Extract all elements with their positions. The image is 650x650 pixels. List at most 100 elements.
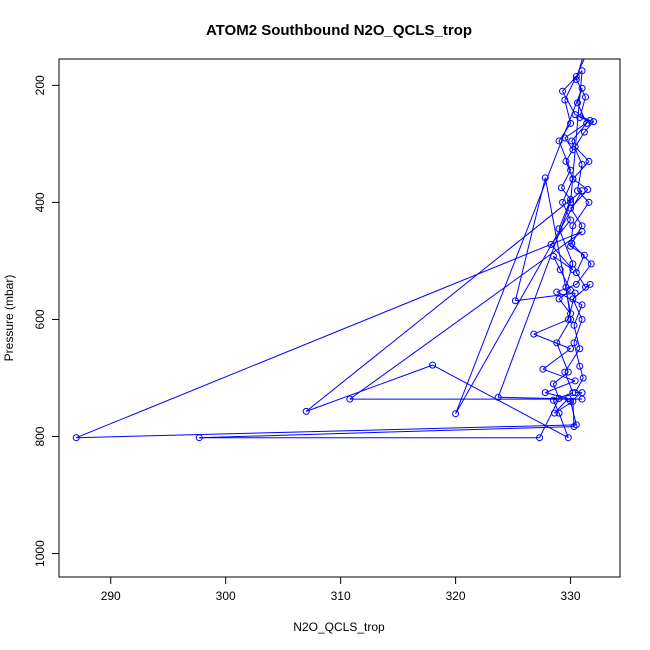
series-segment	[542, 348, 571, 370]
series-segment	[562, 90, 576, 115]
y-axis-label: Pressure (mbar)	[2, 275, 16, 362]
data-point	[553, 339, 561, 347]
data-point	[564, 368, 572, 376]
series-segment	[564, 99, 572, 124]
series-segment	[571, 140, 583, 165]
series-segment	[556, 319, 572, 344]
series-segment	[558, 140, 572, 171]
series-segment	[571, 123, 588, 142]
series-segment	[515, 292, 576, 302]
series-segment	[514, 177, 546, 301]
series-segment	[558, 228, 574, 265]
data-point	[559, 198, 567, 206]
data-point	[578, 160, 586, 168]
series-segment	[565, 263, 574, 288]
data-point	[555, 295, 563, 303]
series-lines	[76, 59, 594, 439]
series-segment	[573, 304, 583, 326]
data-point	[571, 389, 579, 397]
data-point	[564, 315, 572, 323]
data-point	[567, 198, 575, 206]
data-point	[536, 434, 544, 442]
data-point	[511, 297, 519, 305]
series-segment	[564, 371, 574, 393]
data-point	[578, 67, 586, 75]
data-point	[561, 96, 569, 104]
series-segment	[564, 137, 574, 151]
series-segment	[539, 398, 560, 438]
y-axis: 200 400 600 800 1000	[33, 75, 59, 567]
data-point	[569, 260, 577, 268]
series-segment	[560, 187, 571, 200]
data-point	[549, 380, 557, 388]
data-point	[572, 280, 580, 288]
data-point	[578, 395, 586, 403]
y-tick-label: 1000	[33, 540, 47, 567]
data-point	[578, 301, 586, 309]
data-point	[576, 362, 584, 370]
data-point	[346, 395, 354, 403]
series-segment	[565, 149, 574, 162]
series-segment	[562, 178, 574, 203]
plot-frame	[58, 58, 621, 578]
series-segment	[305, 190, 583, 412]
data-point	[561, 368, 569, 376]
x-tick-label: 310	[331, 589, 351, 603]
data-point	[555, 394, 563, 402]
data-point	[587, 260, 595, 268]
data-point	[570, 321, 578, 329]
data-point	[553, 288, 561, 296]
data-point	[562, 157, 570, 165]
series-segment	[552, 383, 560, 399]
data-point	[567, 166, 575, 174]
series-segment	[556, 291, 583, 306]
y-tick-label: 400	[33, 192, 47, 212]
data-point	[573, 99, 581, 107]
data-point	[555, 225, 563, 233]
series-segment	[573, 319, 583, 344]
data-point	[583, 59, 588, 60]
series-segment	[76, 231, 583, 439]
x-tick-label: 330	[561, 589, 581, 603]
series-segment	[573, 325, 581, 349]
series-segment	[305, 364, 433, 412]
data-point	[302, 407, 310, 415]
data-point	[550, 409, 558, 417]
data-point	[530, 330, 538, 338]
series-segment	[567, 292, 576, 320]
data-point	[569, 397, 577, 405]
series-segment	[579, 366, 584, 379]
series-segment	[455, 88, 583, 414]
data-point	[494, 393, 502, 401]
data-point	[578, 228, 586, 236]
y-tick-label: 600	[33, 309, 47, 329]
series-segment	[542, 368, 576, 382]
data-point	[576, 345, 584, 353]
data-point	[572, 73, 580, 81]
data-point	[572, 75, 580, 83]
x-tick-label: 320	[446, 589, 466, 603]
series-segment	[550, 244, 574, 271]
y-tick-label: 200	[33, 75, 47, 95]
x-tick-label: 300	[216, 589, 236, 603]
data-point	[557, 184, 565, 192]
data-point	[570, 423, 578, 431]
data-point	[569, 175, 577, 183]
data-point	[590, 118, 598, 126]
series-segment	[564, 348, 581, 373]
x-axis: 290 300 310 320 330	[101, 577, 581, 603]
data-point	[541, 174, 549, 182]
data-point	[571, 289, 579, 297]
data-point	[571, 377, 579, 385]
series-segment	[553, 255, 574, 271]
plot-area	[72, 59, 598, 442]
series-segment	[533, 333, 571, 350]
series-segment	[556, 342, 569, 373]
series-segment	[552, 256, 561, 270]
series-segment	[554, 400, 574, 414]
series-segment	[572, 202, 590, 227]
data-point	[571, 111, 579, 119]
series-segment	[572, 298, 583, 320]
series-segment	[349, 231, 583, 400]
data-point	[567, 216, 575, 224]
